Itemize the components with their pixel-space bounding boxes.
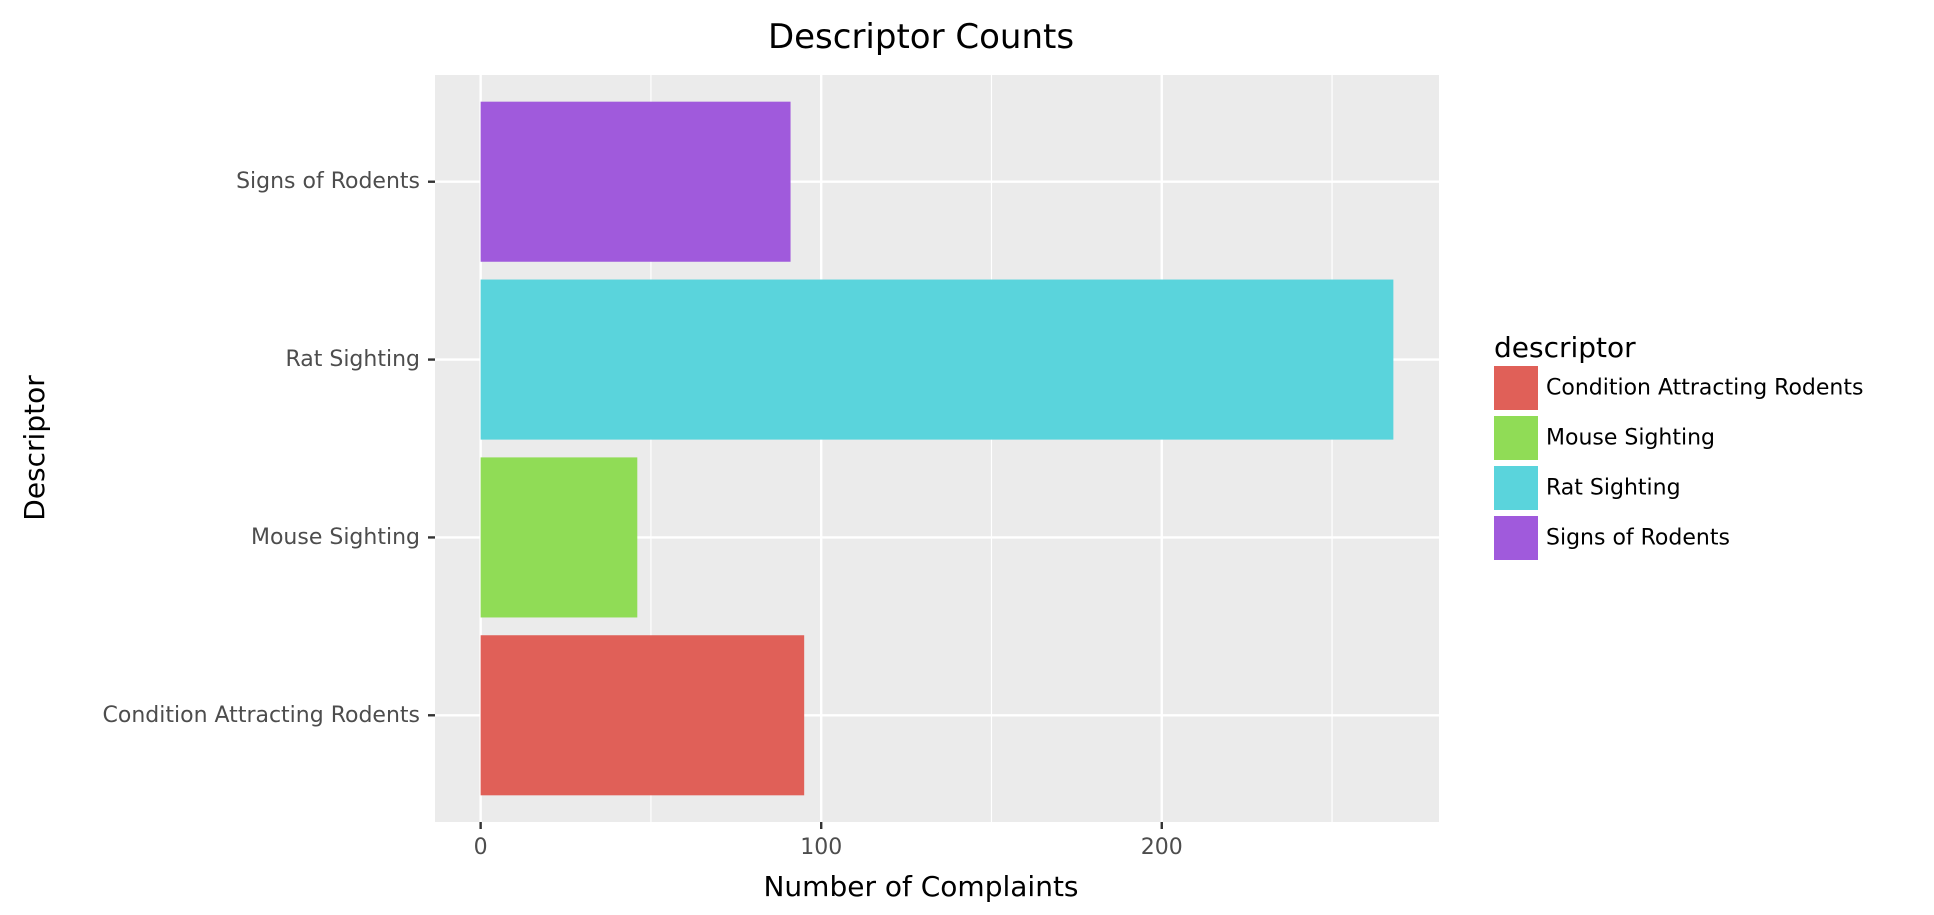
- legend-key: [1494, 416, 1538, 460]
- bar: [480, 279, 1394, 440]
- y-tick-label: Rat Sighting: [285, 347, 420, 372]
- x-tick-label: 0: [474, 835, 488, 860]
- bar: [480, 635, 805, 796]
- legend-label: Rat Sighting: [1546, 476, 1681, 501]
- legend-key: [1494, 466, 1538, 510]
- x-axis: 0 100 200: [474, 822, 1183, 860]
- x-tick-label: 100: [800, 835, 842, 860]
- y-axis-title: Descriptor: [18, 375, 51, 521]
- legend-key: [1494, 366, 1538, 410]
- x-tick-label: 200: [1141, 835, 1183, 860]
- bar: [480, 457, 638, 618]
- legend-title: descriptor: [1494, 331, 1636, 364]
- bar: [480, 101, 791, 262]
- legend-label: Condition Attracting Rodents: [1546, 376, 1863, 401]
- bars: [480, 101, 1394, 796]
- legend-label: Mouse Sighting: [1546, 426, 1715, 451]
- y-tick-label: Signs of Rodents: [236, 169, 420, 194]
- x-axis-title: Number of Complaints: [763, 870, 1078, 903]
- legend-label: Signs of Rodents: [1546, 526, 1730, 551]
- legend: descriptor Condition Attracting Rodents M…: [1494, 331, 1863, 560]
- chart-title: Descriptor Counts: [768, 17, 1074, 57]
- y-tick-label: Condition Attracting Rodents: [103, 703, 420, 728]
- y-tick-label: Mouse Sighting: [251, 525, 420, 550]
- legend-key: [1494, 516, 1538, 560]
- y-axis: Condition Attracting Rodents Mouse Sighti…: [103, 169, 435, 728]
